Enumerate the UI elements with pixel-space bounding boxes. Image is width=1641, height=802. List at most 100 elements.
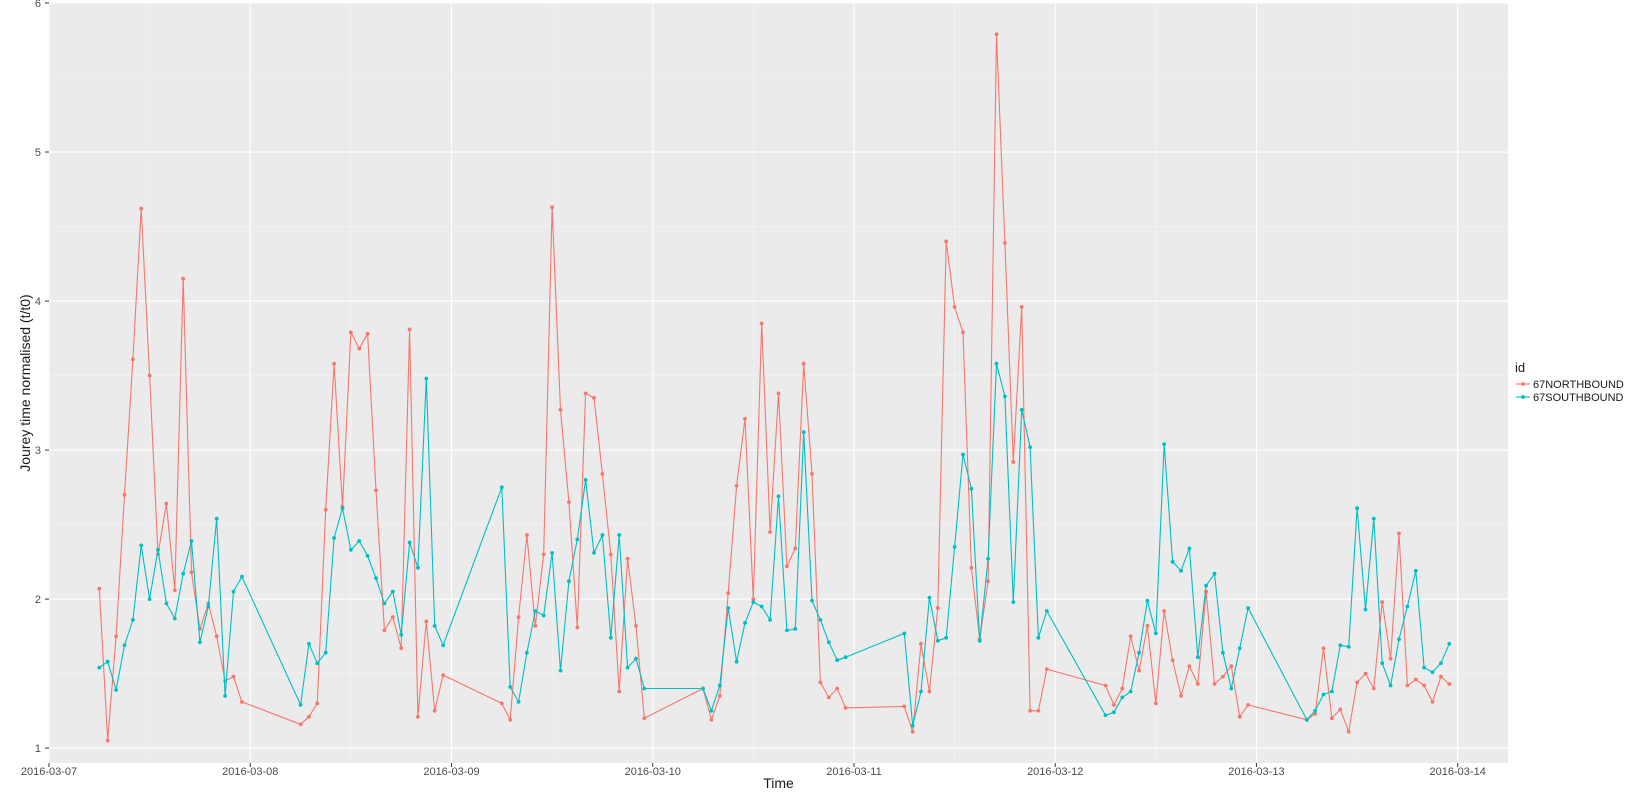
data-point bbox=[944, 239, 949, 244]
data-point bbox=[1246, 606, 1250, 610]
data-point bbox=[558, 407, 563, 412]
data-point bbox=[516, 700, 521, 704]
data-point bbox=[147, 597, 152, 601]
data-point bbox=[843, 655, 848, 660]
data-point bbox=[416, 714, 420, 719]
data-point bbox=[533, 609, 538, 613]
data-point bbox=[1346, 729, 1351, 734]
data-point bbox=[785, 564, 789, 569]
data-point bbox=[1355, 680, 1359, 685]
data-point bbox=[105, 659, 110, 664]
data-point bbox=[734, 483, 739, 488]
data-point bbox=[122, 643, 127, 648]
data-point bbox=[1321, 646, 1326, 651]
data-point bbox=[1145, 598, 1150, 603]
data-point bbox=[1346, 644, 1351, 649]
data-point bbox=[298, 703, 303, 707]
data-point bbox=[634, 656, 638, 661]
data-point bbox=[315, 661, 320, 666]
data-point bbox=[432, 708, 437, 713]
data-point bbox=[1044, 609, 1049, 613]
data-point bbox=[910, 729, 915, 734]
data-point bbox=[776, 391, 781, 396]
data-point bbox=[944, 635, 949, 640]
data-point bbox=[927, 595, 932, 600]
data-point bbox=[541, 552, 546, 557]
x-tick-label: 2016-03-11 bbox=[826, 766, 881, 778]
data-point bbox=[1380, 661, 1385, 666]
data-point bbox=[1019, 305, 1024, 309]
data-point bbox=[214, 516, 219, 521]
data-point bbox=[525, 650, 529, 655]
data-point bbox=[131, 357, 135, 362]
data-point bbox=[994, 361, 999, 366]
data-point bbox=[1128, 689, 1133, 694]
x-tick-label: 2016-03-09 bbox=[423, 766, 479, 778]
y-tick-label: 3 bbox=[35, 445, 41, 457]
data-point bbox=[625, 556, 630, 561]
data-point bbox=[1003, 241, 1007, 245]
data-point bbox=[139, 543, 144, 548]
data-point bbox=[1036, 708, 1041, 713]
data-point bbox=[935, 638, 940, 643]
data-point bbox=[374, 576, 378, 581]
data-point bbox=[1212, 571, 1217, 576]
data-point bbox=[592, 396, 596, 400]
data-point bbox=[801, 361, 806, 366]
data-point bbox=[600, 533, 605, 537]
legend-title: id bbox=[1515, 360, 1525, 375]
data-point bbox=[751, 600, 756, 604]
data-point bbox=[533, 624, 538, 628]
data-point bbox=[1170, 559, 1175, 564]
legend-key-point bbox=[1521, 382, 1525, 386]
data-point bbox=[776, 494, 781, 499]
data-point bbox=[1120, 695, 1125, 700]
data-point bbox=[1313, 711, 1317, 716]
data-point bbox=[382, 628, 387, 633]
data-point bbox=[1145, 624, 1150, 628]
data-point bbox=[902, 704, 907, 709]
data-point bbox=[1422, 665, 1426, 670]
data-point bbox=[131, 618, 135, 622]
data-point bbox=[608, 552, 613, 557]
data-point bbox=[365, 554, 370, 558]
data-point bbox=[625, 665, 630, 670]
data-point bbox=[927, 689, 932, 694]
data-point bbox=[759, 604, 764, 609]
data-point bbox=[1011, 600, 1016, 604]
data-point bbox=[407, 540, 412, 545]
data-point bbox=[1447, 682, 1452, 686]
data-point bbox=[617, 689, 622, 694]
y-tick-label: 6 bbox=[35, 0, 41, 10]
data-point bbox=[1371, 516, 1376, 521]
data-point bbox=[768, 530, 772, 534]
data-point bbox=[902, 631, 907, 636]
data-point bbox=[734, 659, 739, 664]
data-point bbox=[1304, 717, 1309, 722]
data-point bbox=[441, 643, 445, 648]
data-point bbox=[122, 492, 127, 497]
data-point bbox=[1388, 683, 1393, 688]
data-point bbox=[961, 330, 965, 335]
data-point bbox=[743, 621, 747, 625]
series-line bbox=[98, 363, 1450, 727]
data-point bbox=[223, 694, 228, 698]
x-tick-label: 2016-03-14 bbox=[1430, 766, 1486, 778]
data-point bbox=[156, 548, 160, 552]
data-point bbox=[1229, 664, 1234, 668]
data-point bbox=[1413, 677, 1418, 682]
data-point bbox=[499, 485, 504, 490]
data-point bbox=[181, 276, 186, 281]
data-point bbox=[541, 613, 546, 618]
data-point bbox=[1363, 607, 1368, 612]
data-point bbox=[567, 500, 571, 505]
series-layer bbox=[97, 32, 1452, 743]
data-point bbox=[307, 714, 311, 719]
data-point bbox=[1195, 655, 1200, 660]
data-point bbox=[1439, 674, 1443, 679]
data-point bbox=[910, 723, 915, 728]
series-67southbound bbox=[97, 361, 1452, 728]
data-point bbox=[1036, 635, 1041, 640]
data-point bbox=[726, 591, 731, 595]
series-line bbox=[98, 33, 1450, 742]
